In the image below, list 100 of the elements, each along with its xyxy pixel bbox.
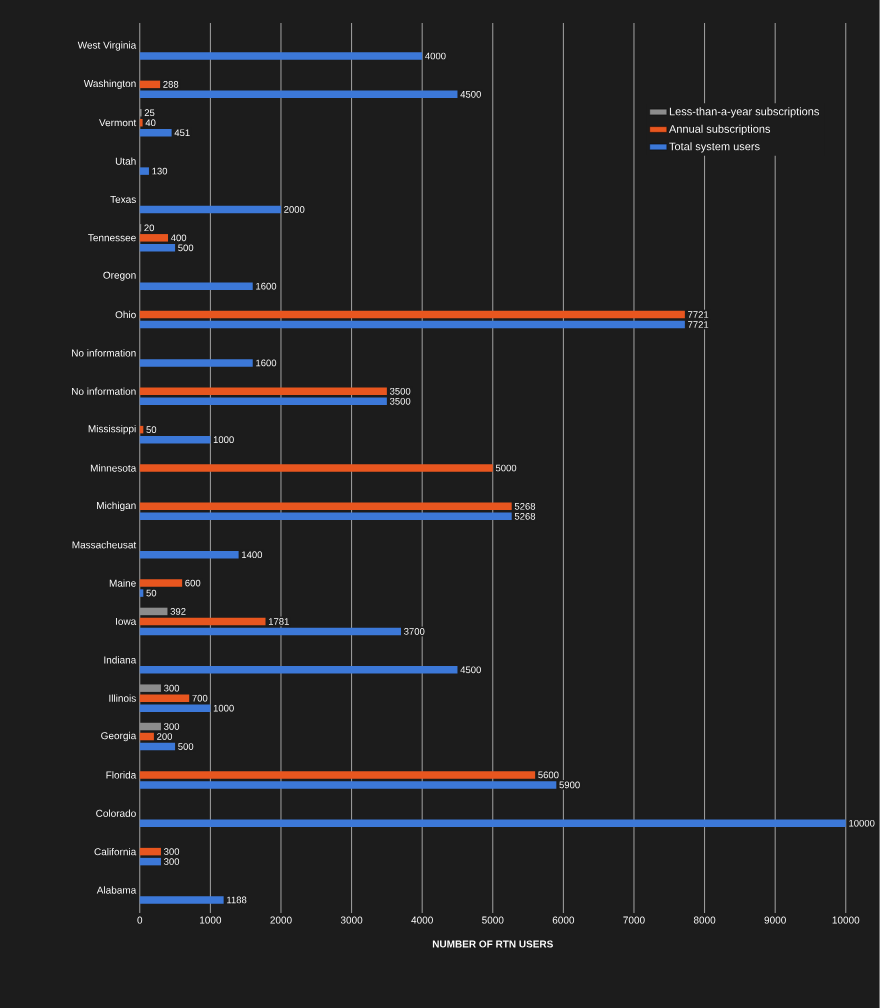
bar	[139, 359, 253, 367]
x-tick-label: 9000	[764, 916, 787, 924]
data-label: 3700	[404, 628, 425, 635]
data-label: 5900	[559, 781, 580, 789]
bar	[139, 502, 512, 511]
bar	[139, 128, 172, 137]
data-label: 300	[164, 848, 180, 855]
data-label: 10000	[849, 819, 875, 827]
bar	[139, 435, 211, 444]
y-tick-label: Utah	[116, 157, 136, 165]
bar	[139, 579, 183, 587]
data-label: 300	[164, 858, 180, 865]
y-tick-label: Oregon	[103, 271, 136, 281]
bar	[139, 282, 253, 290]
y-tick-label: Iowa	[116, 617, 137, 625]
y-tick-label: Colorado	[96, 809, 136, 817]
x-tick-label: 0	[137, 916, 143, 924]
x-tick-label: 3000	[340, 916, 363, 924]
x-tick-label: 1000	[200, 916, 222, 924]
bar	[139, 684, 162, 692]
data-label: 2000	[284, 206, 305, 213]
data-label: 5000	[495, 464, 517, 472]
bar	[139, 589, 144, 597]
y-tick-label: Georgia	[101, 731, 137, 742]
bar	[139, 512, 512, 521]
y-tick-label: Mississippi	[88, 424, 136, 435]
data-label: 451	[174, 129, 190, 137]
data-label: 288	[163, 81, 179, 88]
bar	[139, 896, 224, 904]
bar	[139, 234, 169, 242]
data-label: 20	[144, 224, 155, 232]
bar	[139, 244, 176, 252]
bar	[139, 771, 536, 779]
bar	[139, 80, 161, 89]
bar	[139, 310, 685, 319]
bar	[139, 704, 211, 712]
legend-label: Annual subscriptions	[669, 124, 771, 135]
bar	[139, 742, 176, 751]
y-tick-label: Washington	[83, 79, 136, 90]
y-tick-label: Illinois	[109, 694, 136, 702]
bar	[139, 205, 282, 214]
data-label: 5268	[514, 502, 536, 510]
data-label: 500	[178, 743, 194, 750]
x-tick-label: 7000	[623, 916, 645, 924]
data-label: 1000	[213, 436, 234, 443]
x-tick-label: 4000	[411, 916, 434, 924]
y-tick-label: Indiana	[104, 656, 137, 664]
data-label: 400	[171, 234, 187, 242]
bar	[139, 118, 143, 127]
data-label: 1781	[269, 618, 289, 625]
data-label: 1188	[227, 896, 247, 904]
y-tick-label: Tennessee	[88, 234, 136, 242]
legend-label: Total system users	[669, 142, 760, 153]
bar	[139, 819, 846, 827]
y-tick-label: Massacheusat	[72, 541, 137, 549]
data-label: 1000	[213, 704, 234, 712]
y-tick-label: Texas	[110, 195, 136, 203]
bar	[139, 617, 266, 626]
data-label: 1600	[256, 282, 277, 290]
y-tick-label: Michigan	[97, 501, 136, 512]
y-tick-label: Vermont	[99, 119, 137, 127]
bar	[139, 694, 190, 702]
bar	[139, 732, 155, 741]
bar	[139, 607, 168, 616]
x-tick-label: 10000	[832, 916, 860, 924]
bar	[139, 627, 402, 636]
data-label: 4500	[460, 91, 482, 98]
bar	[139, 857, 162, 866]
data-label: 1400	[242, 551, 263, 559]
legend-label: Less-than-a-year subscriptions	[670, 107, 820, 118]
bar	[139, 550, 239, 559]
x-tick-label: 2000	[270, 916, 292, 924]
bar	[139, 387, 387, 396]
data-label: 7721	[688, 311, 709, 318]
data-label: 200	[157, 733, 173, 740]
bar	[139, 666, 458, 674]
y-tick-label: Florida	[106, 771, 137, 779]
x-axis-title: NUMBER OF RTN USERS	[433, 940, 554, 948]
y-tick-label: Ohio	[115, 310, 136, 319]
y-tick-label: California	[94, 847, 137, 856]
bar	[139, 167, 150, 175]
data-label: 5600	[538, 771, 559, 779]
bar	[139, 847, 162, 856]
y-tick-label: Alabama	[96, 886, 137, 894]
data-label: 50	[146, 426, 157, 433]
bar	[139, 320, 685, 329]
data-label: 4000	[425, 52, 446, 60]
data-label: 3500	[390, 387, 411, 395]
data-label: 392	[170, 608, 186, 615]
bar	[139, 722, 162, 731]
data-label: 7721	[688, 321, 709, 328]
data-label: 500	[178, 244, 194, 252]
x-tick-label: 5000	[482, 916, 504, 924]
data-label: 40	[145, 119, 156, 127]
data-label: 3500	[390, 397, 411, 405]
bar	[139, 90, 458, 99]
bar	[139, 52, 423, 60]
x-tick-label: 8000	[694, 916, 716, 924]
data-label: 5268	[514, 512, 536, 520]
bar	[139, 781, 557, 789]
